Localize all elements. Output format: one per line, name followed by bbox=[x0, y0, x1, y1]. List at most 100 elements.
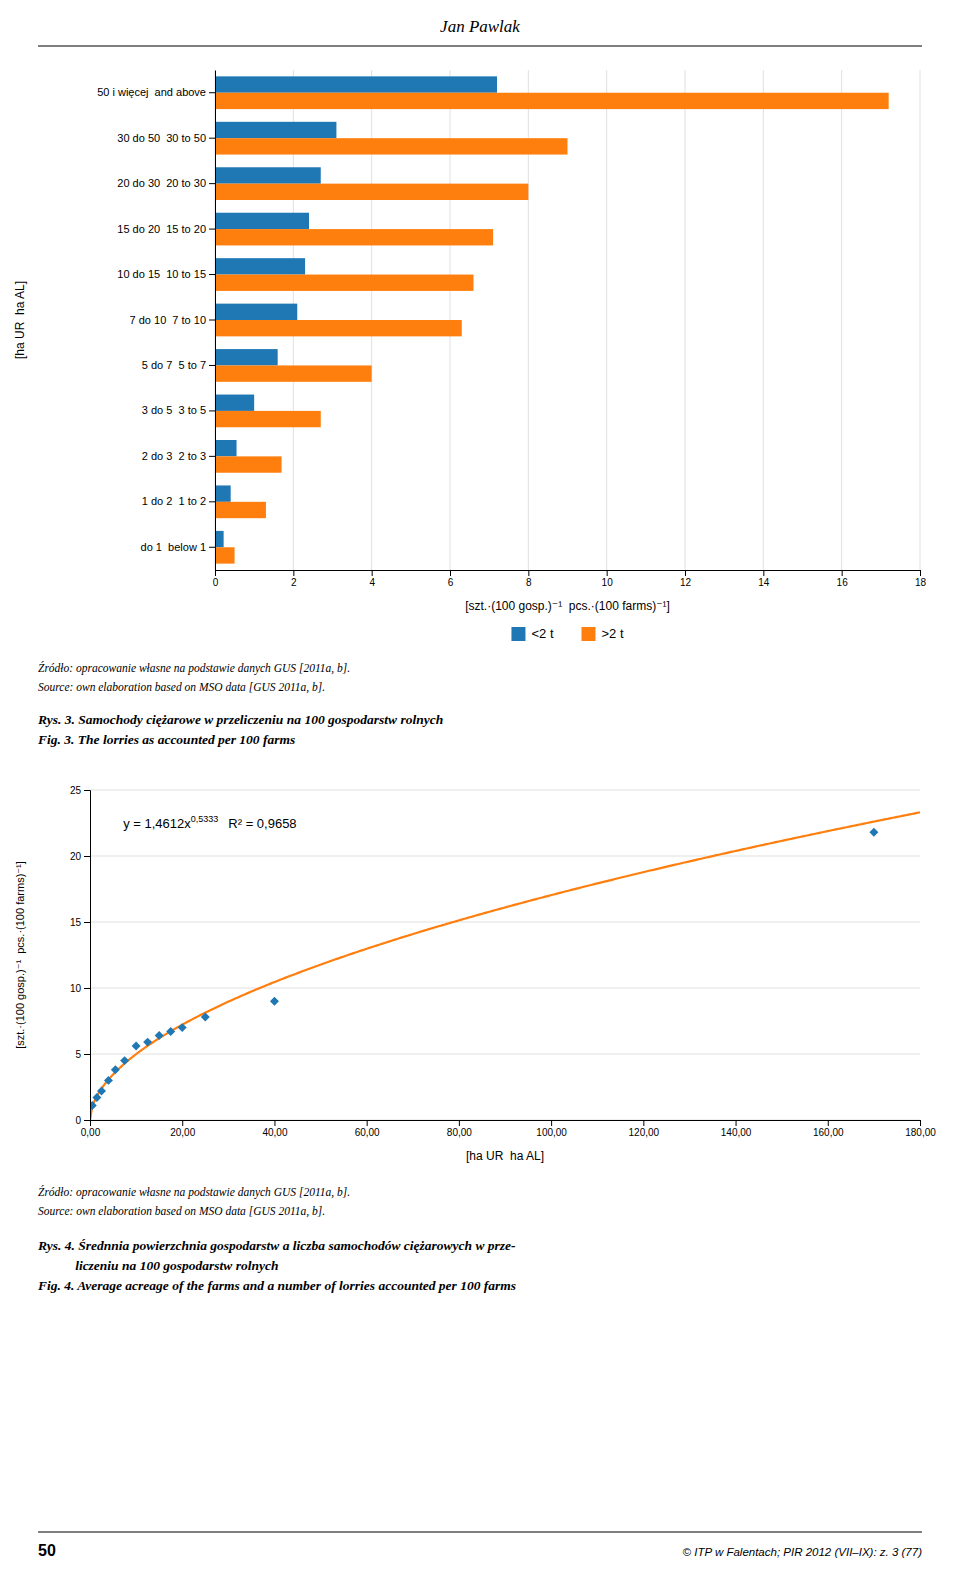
point bbox=[270, 997, 279, 1006]
x-tick: 0 bbox=[213, 570, 219, 588]
bar bbox=[215, 138, 568, 154]
legend-label: >2 t bbox=[602, 626, 624, 641]
x-tick-label: 20,00 bbox=[170, 1127, 195, 1138]
x-tick-label: 180,00 bbox=[905, 1127, 936, 1138]
y-tick: 5 do 7 5 to 7 bbox=[142, 359, 215, 371]
y-tick-mark bbox=[209, 274, 215, 275]
x-tick: 60,00 bbox=[355, 1120, 380, 1138]
bar bbox=[215, 167, 321, 183]
x-tick-mark bbox=[607, 570, 608, 576]
x-tick: 40,00 bbox=[262, 1120, 287, 1138]
y-tick: 15 do 20 15 to 20 bbox=[117, 223, 215, 235]
x-tick-mark bbox=[459, 1120, 460, 1126]
annotation: y = 1,4612x0,5333R² = 0,9658 bbox=[123, 814, 296, 831]
x-tick: 14 bbox=[758, 570, 770, 588]
x-tick-mark bbox=[215, 570, 216, 576]
bar bbox=[215, 76, 497, 92]
point bbox=[90, 1101, 97, 1110]
x-tick-label: 4 bbox=[369, 577, 375, 588]
y-tick-label: do 1 below 1 bbox=[141, 541, 206, 553]
y-tick-label: 5 do 7 5 to 7 bbox=[142, 359, 206, 371]
legend-swatch bbox=[582, 627, 596, 641]
y-tick-mark bbox=[209, 501, 215, 502]
x-tick-label: 60,00 bbox=[355, 1127, 380, 1138]
bar bbox=[215, 547, 235, 563]
point bbox=[178, 1023, 187, 1032]
source-note: Source: own elaboration based on MSO dat… bbox=[38, 681, 325, 694]
bar bbox=[215, 258, 305, 274]
y-tick-mark bbox=[84, 856, 90, 857]
figure-caption: Fig. 3. The lorries as accounted per 100… bbox=[37, 732, 295, 747]
y-axis-title: [szt.·(100 gosp.)⁻¹ pcs.·(100 farms)⁻¹] bbox=[14, 861, 26, 1049]
x-tick: 80,00 bbox=[447, 1120, 472, 1138]
x-tick-mark bbox=[685, 570, 686, 576]
bar bbox=[215, 440, 237, 456]
x-tick-label: 40,00 bbox=[262, 1127, 287, 1138]
figure-caption: Fig. 4. Average acreage of the farms and… bbox=[37, 1278, 516, 1293]
x-tick-label: 2 bbox=[291, 577, 297, 588]
bar bbox=[215, 93, 889, 109]
plot-area bbox=[90, 812, 920, 1120]
bar bbox=[215, 229, 493, 245]
x-tick-mark bbox=[828, 1120, 829, 1126]
y-tick: 2 do 3 2 to 3 bbox=[142, 450, 215, 462]
x-tick: 2 bbox=[291, 570, 297, 588]
y-axis: 50 i więcej and above30 do 50 30 to 5020… bbox=[97, 71, 215, 571]
grid-line bbox=[90, 856, 920, 857]
y-tick-label: 1 do 2 1 to 2 bbox=[142, 495, 206, 507]
point bbox=[869, 828, 878, 837]
x-tick: 8 bbox=[526, 570, 532, 588]
scatter-chart: 0,0020,0040,0060,0080,00100,00120,00140,… bbox=[70, 785, 936, 1163]
y-tick: 50 i więcej and above bbox=[97, 86, 215, 98]
grid-line bbox=[685, 70, 686, 570]
x-tick: 16 bbox=[837, 570, 849, 588]
y-axis: 0510152025 bbox=[70, 785, 91, 1126]
footer-note: © ITP w Falentach; PIR 2012 (VII–IX): z.… bbox=[683, 1546, 923, 1558]
figure-caption: liczeniu na 100 gospodarstw rolnych bbox=[38, 1258, 278, 1273]
y-tick: 10 do 15 10 to 15 bbox=[117, 268, 215, 280]
x-tick-mark bbox=[842, 570, 843, 576]
figure-caption: Rys. 3. Samochody ciężarowe w przeliczen… bbox=[37, 712, 443, 727]
footer-rule bbox=[38, 1532, 922, 1533]
x-tick-label: 0,00 bbox=[81, 1127, 101, 1138]
y-tick-mark bbox=[209, 410, 215, 411]
bar bbox=[215, 320, 462, 336]
point bbox=[155, 1031, 164, 1040]
bar-chart: 02468101214161850 i więcej and above30 d… bbox=[97, 70, 926, 641]
y-tick-mark bbox=[84, 790, 90, 791]
bar-series bbox=[215, 93, 889, 564]
grid-line bbox=[90, 988, 920, 989]
y-tick-mark bbox=[209, 183, 215, 184]
point bbox=[111, 1065, 120, 1074]
x-tick: 12 bbox=[680, 570, 692, 588]
x-axis-line bbox=[216, 571, 921, 577]
bar bbox=[215, 531, 224, 547]
y-tick: 1 do 2 1 to 2 bbox=[142, 495, 215, 507]
source-note: Źródło: opracowanie własne na podstawie … bbox=[38, 661, 350, 675]
x-tick-mark bbox=[528, 570, 529, 576]
y-tick: 20 bbox=[70, 851, 90, 862]
x-axis: 0,0020,0040,0060,0080,00100,00120,00140,… bbox=[81, 1120, 936, 1138]
y-axis-line bbox=[215, 71, 216, 571]
x-tick: 100,00 bbox=[536, 1120, 567, 1138]
source-note: Source: own elaboration based on MSO dat… bbox=[38, 1205, 325, 1218]
y-tick-label: 50 i więcej and above bbox=[97, 86, 206, 98]
x-tick-mark bbox=[182, 1120, 183, 1126]
x-tick-mark bbox=[920, 570, 921, 576]
title-rule bbox=[38, 46, 922, 47]
y-tick-mark bbox=[84, 1120, 90, 1121]
x-tick-label: 10 bbox=[602, 577, 614, 588]
x-tick-label: 12 bbox=[680, 577, 692, 588]
x-axis-title: [szt.·(100 gosp.)⁻¹ pcs.·(100 farms)⁻¹] bbox=[465, 599, 670, 613]
x-axis-line bbox=[91, 1121, 921, 1127]
y-tick: 0 bbox=[75, 1115, 90, 1126]
x-tick: 20,00 bbox=[170, 1120, 195, 1138]
legend-label: <2 t bbox=[531, 626, 553, 641]
y-tick-label: 20 bbox=[70, 851, 82, 862]
y-tick: 30 do 50 30 to 50 bbox=[117, 132, 215, 144]
point bbox=[120, 1056, 129, 1065]
y-tick: do 1 below 1 bbox=[141, 541, 215, 553]
fit-curve bbox=[90, 812, 920, 1120]
legend-swatch bbox=[511, 627, 525, 641]
y-tick-mark bbox=[209, 547, 215, 548]
